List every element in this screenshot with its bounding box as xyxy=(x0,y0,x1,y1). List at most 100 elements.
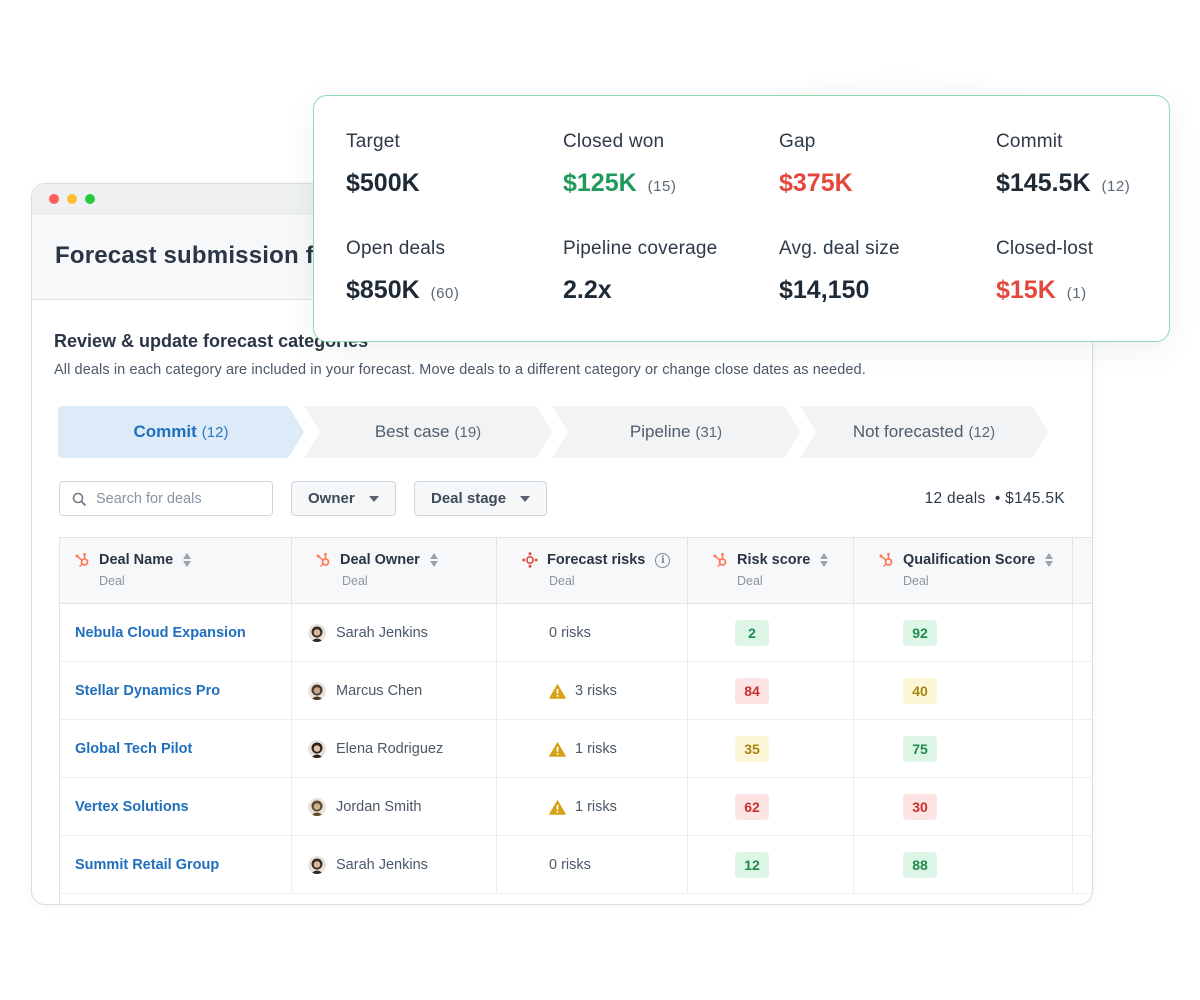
forecast-risks-cell: 1 risks xyxy=(497,720,688,778)
column-sublabel: Deal xyxy=(99,574,125,588)
risk-score-cell: 2 xyxy=(688,604,854,662)
stat-label: Gap xyxy=(779,131,816,152)
warning-icon xyxy=(549,683,566,699)
avatar xyxy=(308,682,326,700)
column-header-forecast-risks[interactable]: Forecast risks i Deal xyxy=(497,538,688,604)
hubspot-icon xyxy=(75,552,89,568)
caret-down-icon xyxy=(520,495,531,502)
stat-target: Target $500K xyxy=(346,131,420,198)
stat-commit: Commit $145.5K (12) xyxy=(996,131,1130,198)
deal-name-link[interactable]: Nebula Cloud Expansion xyxy=(75,625,246,641)
tab-count: (19) xyxy=(454,424,482,441)
table-row[interactable]: Nebula Cloud Expansion Sarah Jenkins 0 ris… xyxy=(60,604,1092,662)
stat-count: (1) xyxy=(1066,285,1087,302)
deal-stage-filter-label: Deal stage xyxy=(431,490,507,507)
risks-info[interactable]: 0 risks xyxy=(549,857,591,873)
section-title: Review & update forecast categories xyxy=(54,331,369,351)
forecast-risks-cell: 1 risks xyxy=(497,778,688,836)
deal-name-link[interactable]: Stellar Dynamics Pro xyxy=(75,683,221,699)
stat-count: (15) xyxy=(647,178,677,195)
column-sublabel: Deal xyxy=(549,574,575,588)
risks-count: 0 risks xyxy=(549,625,591,641)
deal-name-link[interactable]: Global Tech Pilot xyxy=(75,741,193,757)
risk-score-badge: 35 xyxy=(735,736,769,762)
deal-owner-cell: Elena Rodriguez xyxy=(292,720,497,778)
stat-label: Pipeline coverage xyxy=(563,238,718,259)
table-row[interactable]: Summit Retail Group Sarah Jenkins 0 risks 1… xyxy=(60,836,1092,894)
table-row[interactable]: Stellar Dynamics Pro Marcus Chen 3 risks 84… xyxy=(60,662,1092,720)
risk-score-cell: 35 xyxy=(688,720,854,778)
stat-label: Target xyxy=(346,131,401,152)
tab-commit[interactable]: Commit (12) xyxy=(58,406,304,458)
column-header-risk-score[interactable]: Risk score Deal xyxy=(688,538,854,604)
tab-chevron-shape xyxy=(58,406,304,458)
owner-name: Sarah Jenkins xyxy=(336,625,428,641)
maximize-window-dot[interactable] xyxy=(85,194,95,204)
sort-icon[interactable] xyxy=(820,553,829,567)
avatar xyxy=(308,740,326,758)
column-label: Risk score xyxy=(737,552,811,568)
sort-icon[interactable] xyxy=(1045,553,1054,567)
stat-count: (60) xyxy=(430,285,460,302)
tab-count: (31) xyxy=(695,424,723,441)
deal-name-link[interactable]: Summit Retail Group xyxy=(75,857,220,873)
qualification-score-cell: 75 xyxy=(854,720,1073,778)
stat-value-row: 2.2x xyxy=(563,276,717,305)
column-label: Forecast risks xyxy=(547,552,646,568)
stat-label: Avg. deal size xyxy=(779,238,900,259)
table-row[interactable]: Vertex Solutions Jordan Smith 1 risks 62 30 xyxy=(60,778,1092,836)
tab-chevron-shape xyxy=(800,406,1048,458)
tab-best-case[interactable]: Best case (19) xyxy=(304,406,552,458)
risks-count: 1 risks xyxy=(575,741,617,757)
info-icon[interactable]: i xyxy=(655,552,671,568)
risks-info[interactable]: 1 risks xyxy=(549,799,617,815)
tab-not-forecasted[interactable]: Not forecasted (12) xyxy=(800,406,1048,458)
search-input[interactable]: Search for deals xyxy=(59,481,273,516)
column-header-deal-owner[interactable]: Deal Owner Deal xyxy=(292,538,497,604)
deal-name-link[interactable]: Vertex Solutions xyxy=(75,799,189,815)
owner-filter-dropdown[interactable]: Owner xyxy=(291,481,396,516)
close-window-dot[interactable] xyxy=(49,194,59,204)
stat-value-row: $125K (15) xyxy=(563,169,676,198)
search-placeholder: Search for deals xyxy=(96,490,202,507)
risks-info[interactable]: 1 risks xyxy=(549,741,617,757)
section-description: All deals in each category are included … xyxy=(54,362,866,378)
risks-info[interactable]: 0 risks xyxy=(549,625,591,641)
table-row[interactable]: Global Tech Pilot Elena Rodriguez 1 risks 3… xyxy=(60,720,1092,778)
minimize-window-dot[interactable] xyxy=(67,194,77,204)
sort-icon[interactable] xyxy=(429,553,438,567)
stat-closed-lost: Closed-lost $15K (1) xyxy=(996,238,1093,305)
warning-icon xyxy=(549,741,566,757)
forecast-risks-cell: 3 risks xyxy=(497,662,688,720)
owner-info: Jordan Smith xyxy=(308,798,421,816)
stat-value: $15K xyxy=(996,276,1056,304)
deal-name-cell: Vertex Solutions xyxy=(60,778,292,836)
forecast-risks-cell: 0 risks xyxy=(497,604,688,662)
owner-info: Elena Rodriguez xyxy=(308,740,443,758)
risk-score-cell: 12 xyxy=(688,836,854,894)
column-header-deal-name[interactable]: Deal Name Deal xyxy=(60,538,292,604)
caret-down-icon xyxy=(368,495,379,502)
sort-icon[interactable] xyxy=(183,553,192,567)
column-header-qualification-score[interactable]: Qualification Score Deal xyxy=(854,538,1073,604)
deal-owner-cell: Sarah Jenkins xyxy=(292,604,497,662)
hubspot-icon xyxy=(879,552,893,568)
column-label: Deal Name xyxy=(99,552,174,568)
stat-value: $125K xyxy=(563,169,637,197)
deal-stage-filter-dropdown[interactable]: Deal stage xyxy=(414,481,548,516)
stat-value-row: $145.5K (12) xyxy=(996,169,1130,198)
tab-count: (12) xyxy=(968,424,996,441)
tab-pipeline[interactable]: Pipeline (31) xyxy=(552,406,800,458)
qualification-score-cell: 88 xyxy=(854,836,1073,894)
column-label: Deal Owner xyxy=(340,552,420,568)
tab-chevron-shape xyxy=(304,406,552,458)
deal-owner-cell: Sarah Jenkins xyxy=(292,836,497,894)
qualification-score-cell: 40 xyxy=(854,662,1073,720)
risks-info[interactable]: 3 risks xyxy=(549,683,617,699)
stat-value-row: $500K xyxy=(346,169,420,198)
qualification-score-badge: 30 xyxy=(903,794,937,820)
deals-summary: 12 deals • $145.5K xyxy=(925,490,1065,508)
stat-count: (12) xyxy=(1101,178,1131,195)
stat-label: Closed-lost xyxy=(996,238,1094,259)
stat-value-row: $15K (1) xyxy=(996,276,1093,305)
